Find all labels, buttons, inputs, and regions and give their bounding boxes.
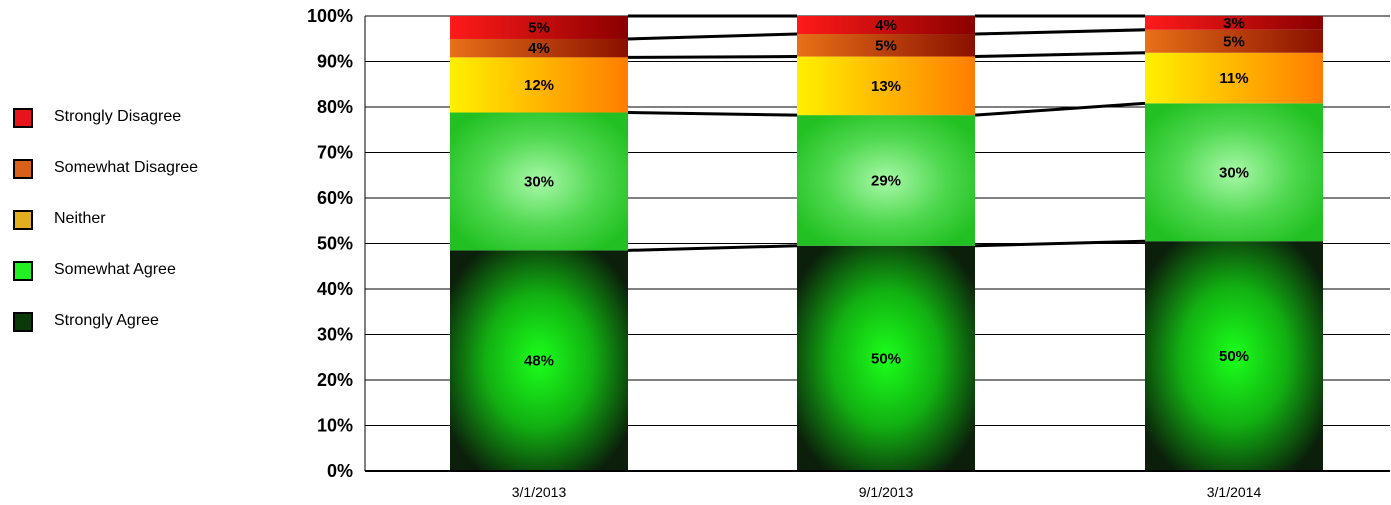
connector-somewhat-disagree-1 bbox=[627, 32, 798, 41]
data-label-somewhat-disagree-1: 4% bbox=[528, 40, 550, 57]
connector-somewhat-disagree-2 bbox=[974, 28, 1146, 36]
bar-segment-neither-3 bbox=[1145, 52, 1323, 104]
data-label-neither-1: 12% bbox=[524, 77, 554, 94]
y-tick-label: 30% bbox=[317, 325, 353, 345]
bar-segment-strongly-agree-1 bbox=[450, 250, 628, 471]
legend-swatch bbox=[13, 108, 33, 128]
chart-legend: Strongly Disagree Somewhat Disagree Neithe… bbox=[12, 106, 252, 361]
bar-segment-neither-1 bbox=[450, 57, 628, 113]
legend-item-somewhat-disagree: Somewhat Disagree bbox=[12, 157, 252, 208]
legend-item-neither: Neither bbox=[12, 208, 252, 259]
bar-segment-strongly-disagree-2 bbox=[797, 16, 975, 35]
legend-swatch bbox=[13, 159, 33, 179]
data-label-neither-3: 11% bbox=[1219, 70, 1248, 87]
y-tick-label: 60% bbox=[317, 188, 353, 208]
bar-segment-neither-2 bbox=[797, 56, 975, 116]
data-label-somewhat-agree-1: 30% bbox=[524, 173, 554, 190]
bar-segment-somewhat-agree-2 bbox=[797, 115, 975, 246]
data-label-strongly-agree-3: 50% bbox=[1219, 348, 1249, 365]
data-label-strongly-disagree-2: 4% bbox=[875, 17, 897, 34]
data-label-somewhat-agree-2: 29% bbox=[871, 172, 901, 189]
legend-label: Somewhat Disagree bbox=[54, 159, 199, 176]
connector-strongly-agree-1 bbox=[627, 244, 798, 252]
y-tick-label: 70% bbox=[317, 143, 353, 163]
y-tick-label: 100% bbox=[307, 6, 353, 26]
y-tick-label: 20% bbox=[317, 370, 353, 390]
x-tick-label: 3/1/2014 bbox=[1207, 484, 1262, 500]
data-label-strongly-disagree-3: 3% bbox=[1223, 15, 1245, 32]
data-label-somewhat-disagree-3: 5% bbox=[1223, 33, 1245, 50]
bar-segment-somewhat-disagree-1 bbox=[450, 38, 628, 58]
y-tick-label: 40% bbox=[317, 279, 353, 299]
x-tick-label: 3/1/2013 bbox=[512, 484, 567, 500]
legend-label: Strongly Disagree bbox=[54, 108, 182, 125]
data-label-neither-2: 13% bbox=[871, 78, 901, 95]
bar-segment-strongly-agree-3 bbox=[1145, 241, 1323, 471]
legend-item-somewhat-agree: Somewhat Agree bbox=[12, 259, 252, 310]
bar-segment-somewhat-disagree-2 bbox=[797, 34, 975, 57]
legend-label: Neither bbox=[54, 210, 106, 227]
connector-strongly-agree-2 bbox=[974, 239, 1146, 248]
data-label-strongly-disagree-1: 5% bbox=[528, 19, 550, 36]
legend-label: Strongly Agree bbox=[54, 312, 159, 329]
data-label-somewhat-disagree-2: 5% bbox=[875, 37, 897, 54]
legend-label: Somewhat Agree bbox=[54, 261, 176, 278]
y-tick-label: 80% bbox=[317, 97, 353, 117]
legend-item-strongly-disagree: Strongly Disagree bbox=[12, 106, 252, 157]
connector-neither-1 bbox=[627, 55, 798, 59]
connector-somewhat-agree-2 bbox=[974, 101, 1146, 117]
legend-item-strongly-agree: Strongly Agree bbox=[12, 310, 252, 361]
bar-segment-strongly-disagree-1 bbox=[450, 16, 628, 39]
connector-somewhat-agree-1 bbox=[627, 111, 798, 117]
y-tick-label: 90% bbox=[317, 52, 353, 72]
bar-segment-strongly-disagree-3 bbox=[1145, 16, 1323, 30]
legend-swatch bbox=[13, 210, 33, 230]
data-label-strongly-agree-1: 48% bbox=[524, 353, 554, 370]
bar-segment-somewhat-agree-1 bbox=[450, 112, 628, 251]
y-tick-label: 0% bbox=[327, 461, 353, 481]
bar-segment-somewhat-disagree-3 bbox=[1145, 29, 1323, 53]
y-tick-label: 50% bbox=[317, 234, 353, 254]
bar-segment-somewhat-agree-3 bbox=[1145, 103, 1323, 242]
x-tick-label: 9/1/2013 bbox=[859, 484, 914, 500]
legend-swatch bbox=[13, 312, 33, 332]
legend-swatch bbox=[13, 261, 33, 281]
data-label-strongly-agree-2: 50% bbox=[871, 350, 901, 367]
connector-neither-2 bbox=[974, 51, 1146, 59]
bar-segment-strongly-agree-2 bbox=[797, 245, 975, 471]
y-tick-label: 10% bbox=[317, 416, 353, 436]
data-label-somewhat-agree-3: 30% bbox=[1219, 164, 1249, 181]
